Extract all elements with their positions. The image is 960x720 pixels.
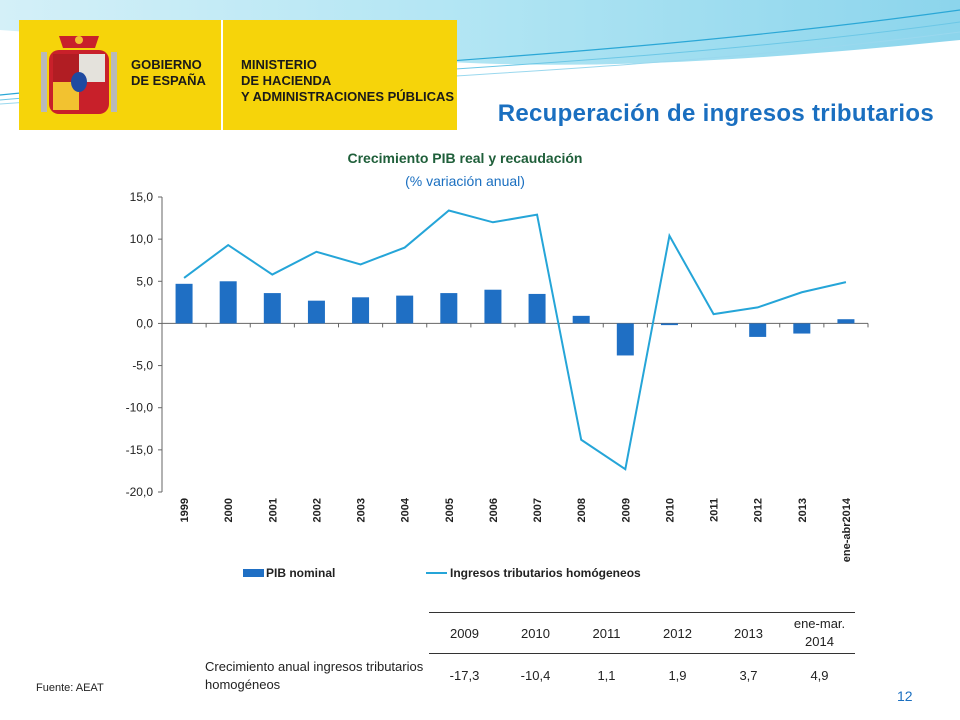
chart-title: Crecimiento PIB real y recaudación: [347, 150, 583, 166]
x-tick-label: 2012: [753, 498, 765, 522]
bar: [660, 323, 678, 326]
x-tick-label: 2005: [444, 498, 456, 522]
logo-divider: [221, 20, 223, 130]
bar: [572, 315, 590, 324]
x-tick-label: 2006: [488, 498, 500, 522]
table-header-cell: ene-mar. 2014: [784, 612, 855, 654]
x-tick-label: 2007: [532, 498, 544, 522]
x-tick-label: 2003: [356, 498, 368, 522]
x-tick-label: 2009: [620, 498, 632, 522]
x-tick-label: 2010: [664, 498, 676, 522]
growth-chart: 15,0 10,0 5,0 0,0 -5,0 -10,0 -15,0 -20,0 1999 200…: [126, 190, 869, 580]
bar: [440, 293, 458, 324]
legend-swatch-bar: [243, 569, 264, 577]
y-tick-label: 0,0: [136, 316, 153, 330]
x-tick-label: 2000: [223, 498, 235, 522]
table-header-cell: 2009: [429, 612, 500, 654]
table-cell: 1,9: [668, 668, 687, 684]
page-number: 12: [897, 688, 913, 704]
y-tick-label: 5,0: [136, 274, 153, 288]
y-tick-label: -20,0: [126, 485, 154, 499]
x-tick-label: 2008: [576, 498, 588, 522]
chart-subtitle: (% variación anual): [405, 173, 525, 189]
government-name: GOBIERNO DE ESPAÑA: [131, 57, 206, 88]
y-tick-label: -15,0: [126, 443, 154, 457]
bar: [837, 319, 855, 324]
line-series: [183, 209, 847, 471]
coat-of-arms-icon: [41, 36, 117, 114]
revenue-table: 2009 2010 2011 2012 2013 ene-mar. 2014 C…: [205, 612, 855, 698]
table-row: Crecimiento anual ingresos tributarios h…: [205, 654, 855, 698]
x-tick-label: 2004: [400, 497, 412, 522]
bar: [749, 323, 767, 337]
y-tick-label: -5,0: [132, 359, 153, 373]
legend-label: PIB nominal: [266, 566, 335, 580]
table-corner: [205, 613, 429, 654]
bar: [175, 283, 193, 324]
bar: [219, 281, 237, 324]
table-cell: 4,9: [810, 668, 829, 684]
table-header-cell: 2011: [571, 612, 642, 654]
bar: [484, 289, 502, 324]
bar: [396, 295, 414, 324]
table-header-cell: 2012: [642, 612, 713, 654]
table-header-row: 2009 2010 2011 2012 2013 ene-mar. 2014: [205, 612, 855, 654]
table-header-cell: 2010: [500, 612, 571, 654]
x-tick-label: 1999: [179, 498, 191, 522]
x-tick-label: 2002: [311, 498, 323, 522]
table-cell: 1,1: [597, 668, 616, 684]
slide-title: Recuperación de ingresos tributarios: [497, 100, 934, 127]
y-tick-label: 10,0: [130, 232, 154, 246]
bar: [616, 323, 634, 356]
table-cell: -10,4: [520, 668, 551, 684]
ministry-name: MINISTERIO DE HACIENDA Y ADMINISTRACIONE…: [241, 57, 455, 104]
table-cell: -17,3: [449, 668, 480, 684]
bar: [307, 300, 325, 324]
y-tick-label: -10,0: [126, 401, 154, 415]
bar: [352, 297, 370, 324]
x-tick-label: ene-abr2014: [841, 497, 853, 562]
legend-label: Ingresos tributarios homógeneos: [450, 566, 641, 580]
bar: [263, 293, 281, 324]
bar: [793, 323, 811, 334]
government-logo: GOBIERNO DE ESPAÑA MINISTERIO DE HACIEND…: [19, 20, 457, 130]
y-tick-label: 15,0: [130, 190, 154, 204]
table-cell: 3,7: [739, 668, 758, 684]
x-tick-label: 2013: [797, 498, 809, 522]
table-header-cell: 2013: [713, 612, 784, 654]
bar: [528, 293, 546, 324]
table-row-label: Crecimiento anual ingresos tributarios h…: [205, 658, 424, 692]
x-tick-label: 2011: [709, 498, 721, 522]
x-tick-label: 2001: [267, 498, 279, 522]
source-note: Fuente: AEAT: [36, 682, 104, 694]
